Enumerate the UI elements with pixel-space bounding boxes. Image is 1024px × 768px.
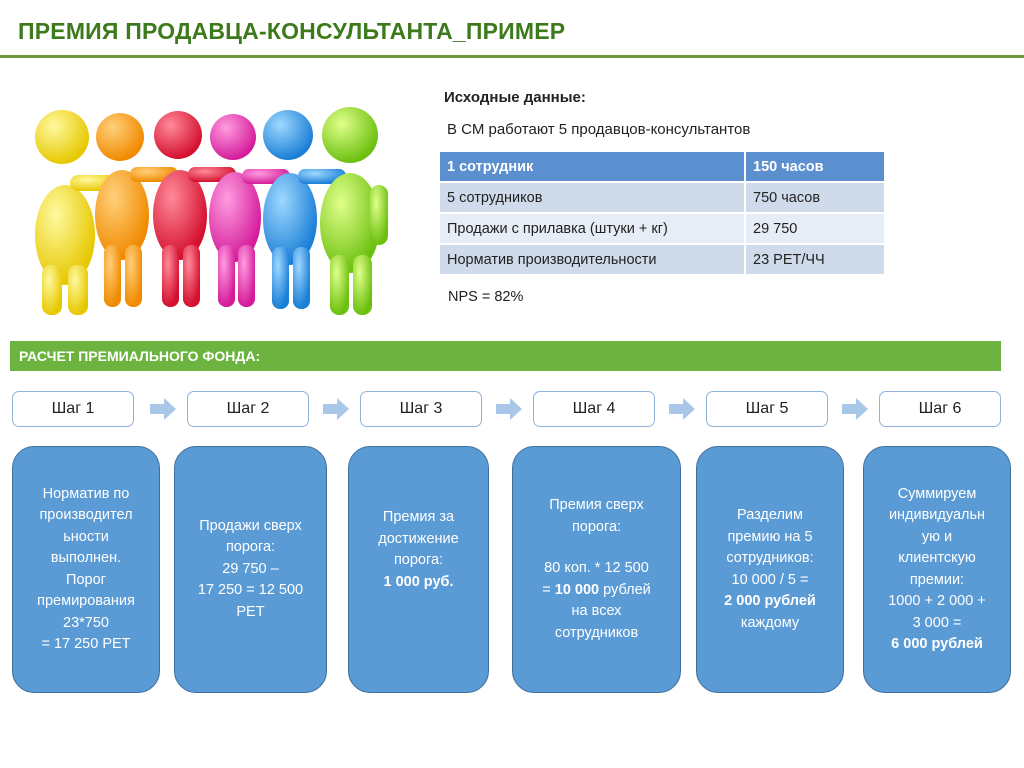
- card-line: Продажи сверх: [199, 517, 302, 534]
- step-3-card: Премия за достижение порога: 1 000 руб.: [348, 446, 489, 693]
- step-1: Шаг 1: [12, 391, 134, 427]
- card-line: Премия за: [382, 509, 455, 525]
- card-line: Норматив по: [42, 485, 130, 502]
- card-result: 2 000 рублей: [724, 591, 816, 613]
- step-1-card: Норматив по производител ьности выполнен…: [12, 446, 160, 693]
- row-label: 1 сотрудник: [440, 152, 746, 183]
- card-text: =: [542, 581, 555, 598]
- card-line: каждому: [740, 614, 800, 631]
- card-line: 10 000 / 5 =: [731, 571, 809, 588]
- card-line: Премия сверх: [549, 497, 644, 513]
- table-row: 5 сотрудников 750 часов: [440, 182, 886, 214]
- card-line: индивидуальн: [888, 507, 986, 523]
- step-3: Шаг 3: [360, 391, 482, 427]
- step-2-card: Продажи сверх порога: 29 750 – 17 250 = …: [174, 446, 327, 693]
- card-result-bold: 6 000 рублей: [891, 636, 983, 652]
- card-line: порога:: [571, 518, 622, 535]
- card-line: сотрудников: [554, 624, 639, 641]
- arrow-right-icon: [323, 398, 349, 420]
- card-result: 1 000 руб.: [383, 572, 453, 594]
- card-line: Порог: [66, 571, 106, 588]
- page-title: ПРЕМИЯ ПРОДАВЦА-КОНСУЛЬТАНТА_ПРИМЕР: [18, 18, 566, 44]
- row-label: Норматив производительности: [440, 244, 746, 276]
- card-line: порога:: [393, 552, 444, 568]
- arrow-right-icon: [842, 398, 868, 420]
- card-result-bold: 1 000 руб.: [383, 573, 454, 590]
- row-value: 750 часов: [745, 182, 886, 214]
- row-label: 5 сотрудников: [440, 182, 746, 214]
- card-line: 29 750 –: [222, 560, 279, 577]
- arrow-right-icon: [496, 398, 522, 420]
- source-data-heading: Исходные данные:: [444, 89, 586, 106]
- step-2: Шаг 2: [187, 391, 309, 427]
- card-line: на всех: [571, 603, 622, 619]
- row-value: 150 часов: [745, 152, 886, 183]
- card-line: = 10 000 рублей: [542, 580, 650, 602]
- table-row: Норматив производительности 23 РЕТ/ЧЧ: [440, 244, 886, 276]
- card-line: РЕТ: [236, 603, 265, 620]
- row-value: 29 750: [745, 213, 886, 245]
- row-value: 23 РЕТ/ЧЧ: [745, 244, 886, 276]
- card-line: = 17 250 РЕТ: [41, 636, 131, 652]
- arrow-right-icon: [669, 398, 695, 420]
- card-line: премию на 5: [727, 528, 813, 545]
- card-result-bold: 10 000: [554, 581, 600, 598]
- table-row: Продажи с прилавка (штуки + кг) 29 750: [440, 213, 886, 245]
- card-line: 1000 + 2 000 +: [888, 593, 986, 609]
- card-line: Суммируем: [897, 485, 977, 502]
- card-line: Разделим: [737, 507, 803, 523]
- card-line: 23*750: [63, 614, 109, 631]
- card-line: выполнен.: [50, 550, 122, 566]
- arrow-right-icon: [150, 398, 176, 420]
- card-text: рублей: [599, 581, 651, 598]
- card-line: достижение: [378, 530, 459, 547]
- step-6: Шаг 6: [879, 391, 1001, 427]
- card-line: ьности: [63, 528, 109, 545]
- card-line: 3 000 =: [912, 614, 962, 631]
- row-label: Продажи с прилавка (штуки + кг): [440, 213, 746, 245]
- title-divider: [0, 55, 1024, 58]
- section-header: РАСЧЕТ ПРЕМИАЛЬНОГО ФОНДА:: [10, 341, 1001, 371]
- step-5: Шаг 5: [706, 391, 828, 427]
- step-4-card: Премия сверх порога: 80 коп. * 12 500 = …: [512, 446, 681, 693]
- step-5-card: Разделим премию на 5 сотрудников: 10 000…: [696, 446, 844, 693]
- card-result-bold: 2 000 рублей: [724, 593, 816, 609]
- card-line: премии:: [909, 571, 965, 588]
- card-line: 17 250 = 12 500: [197, 582, 304, 599]
- team-people-icon: [35, 107, 388, 315]
- step-4: Шаг 4: [533, 391, 655, 427]
- card-line: клиентскую: [898, 550, 976, 566]
- section-title: РАСЧЕТ ПРЕМИАЛЬНОГО ФОНДА:: [19, 348, 261, 364]
- card-line: сотрудников:: [726, 550, 814, 566]
- card-line: ую и: [921, 528, 953, 545]
- nps-value: NPS = 82%: [448, 289, 524, 305]
- card-line: порога:: [225, 539, 276, 556]
- card-result: 6 000 рублей: [891, 634, 983, 656]
- table-row: 1 сотрудник 150 часов: [440, 152, 886, 183]
- source-data-table: 1 сотрудник 150 часов 5 сотрудников 750 …: [440, 152, 886, 276]
- source-data-intro: В СМ работают 5 продавцов-консультантов: [447, 121, 751, 138]
- step-6-card: Суммируем индивидуальн ую и клиентскую п…: [863, 446, 1011, 693]
- card-line: производител: [39, 507, 133, 523]
- card-line: 80 коп. * 12 500: [544, 560, 649, 576]
- card-line: премирования: [37, 593, 135, 609]
